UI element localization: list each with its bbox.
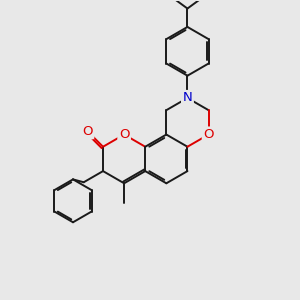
Text: O: O <box>203 128 214 141</box>
Text: O: O <box>119 128 129 141</box>
Text: N: N <box>183 92 192 104</box>
Text: O: O <box>82 125 93 138</box>
